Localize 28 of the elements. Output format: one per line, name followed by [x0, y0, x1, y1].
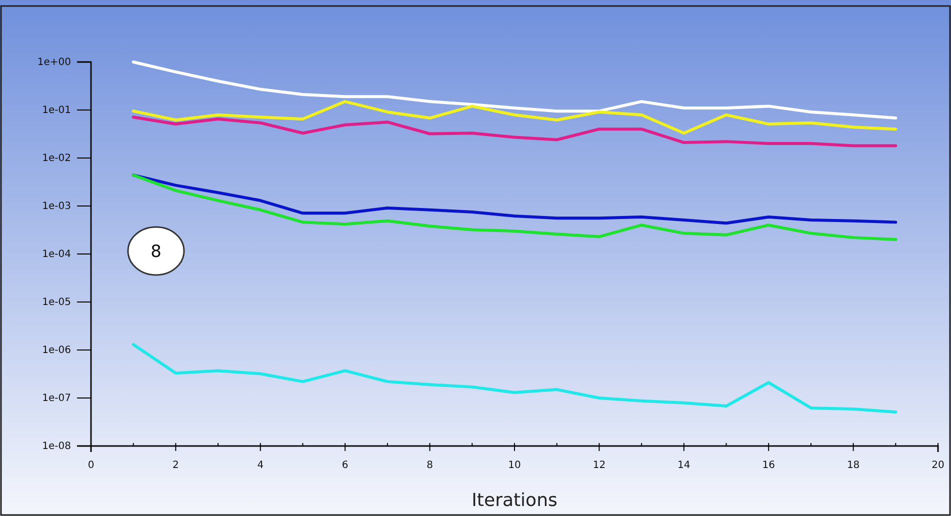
y-tick-label: 1e-03: [42, 201, 71, 212]
y-tick-label: 1e+00: [37, 57, 71, 68]
line-series: [132, 100, 898, 135]
x-axis-title: Iterations: [472, 490, 558, 511]
y-tick-label: 1e-04: [42, 249, 71, 260]
y-tick-label: 1e-07: [42, 393, 71, 404]
x-tick-label: 6: [342, 460, 348, 471]
y-tick-label: 1e-01: [42, 105, 71, 116]
x-tick-label: 18: [846, 460, 860, 471]
line-series: [132, 174, 898, 242]
x-tick-label: 0: [88, 460, 94, 471]
line-series: [132, 343, 898, 414]
x-tick-label: 16: [762, 460, 775, 471]
line-series: [132, 116, 898, 148]
y-tick-label: 1e-08: [42, 441, 71, 452]
x-tick-label: 8: [426, 460, 433, 471]
circled-label: 8: [127, 226, 185, 276]
x-tick-label: 20: [932, 460, 944, 471]
x-tick-label: 4: [257, 460, 264, 471]
line-series: [132, 60, 898, 120]
annotation: 8: [150, 242, 162, 262]
y-tick-label: 1e-06: [42, 345, 71, 356]
y-tick-label: 1e-05: [42, 297, 71, 308]
x-tick-label: 2: [172, 460, 179, 471]
y-tick-label: 1e-02: [42, 153, 71, 164]
x-tick-label: 10: [508, 460, 521, 471]
x-tick-label: 14: [678, 460, 690, 471]
x-tick-label: 12: [592, 460, 606, 471]
